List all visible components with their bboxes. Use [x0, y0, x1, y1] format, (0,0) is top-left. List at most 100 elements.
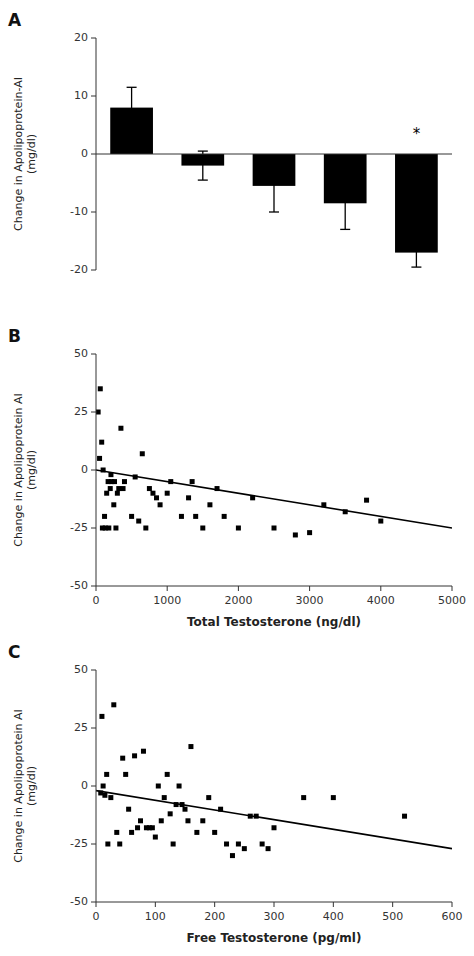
- scatter-point: [200, 526, 205, 531]
- y-axis-label: Change in Apolipoprotein-AI(mg/dl): [12, 77, 38, 231]
- y-axis-label-line: Change in Apolipoprotein AI: [12, 709, 25, 863]
- scatter-point: [242, 846, 247, 851]
- plot-area: [110, 87, 438, 267]
- scatter-point: [224, 842, 229, 847]
- plot-area: [96, 702, 452, 858]
- scatter-point: [103, 526, 108, 531]
- y-tick-label: 25: [74, 405, 88, 418]
- scatter-point: [159, 818, 164, 823]
- x-tick-label: 0: [93, 594, 100, 607]
- error-bar: [127, 87, 137, 128]
- y-axis-label: Change in Apolipoprotein AI(mg/dl): [12, 393, 38, 547]
- scatter-point: [293, 532, 298, 537]
- scatter-point: [118, 426, 123, 431]
- scatter-point: [183, 807, 188, 812]
- y-axis-label-line: Change in Apolipoprotein AI: [12, 393, 25, 547]
- scatter-point: [143, 526, 148, 531]
- y-tick-label: 0: [81, 463, 88, 476]
- scatter-point: [96, 410, 101, 415]
- scatter-point: [156, 784, 161, 789]
- error-bar-stem: [416, 238, 417, 267]
- error-bar: [411, 238, 421, 267]
- scatter-point: [162, 795, 167, 800]
- scatter-point: [206, 795, 211, 800]
- y-axis-label-line: (mg/dl): [25, 766, 38, 806]
- scatter-point: [108, 795, 113, 800]
- error-bar-cap: [269, 159, 279, 160]
- scatter-point: [200, 818, 205, 823]
- zero-line: [96, 154, 452, 155]
- y-axis-label-line: (mg/dl): [25, 450, 38, 490]
- x-tick: [96, 902, 97, 907]
- error-bar: [269, 160, 279, 212]
- error-bar-cap: [198, 150, 208, 151]
- error-bar-cap: [411, 266, 421, 267]
- y-tick-label: -50: [70, 895, 88, 908]
- y-axis-label: Change in Apolipoprotein AI(mg/dl): [12, 709, 38, 863]
- scatter-point: [154, 495, 159, 500]
- scatter-point: [222, 514, 227, 519]
- x-tick: [155, 902, 156, 907]
- y-tick: [91, 586, 96, 587]
- scatter-point: [111, 502, 116, 507]
- fit-line: [96, 791, 452, 849]
- y-tick-label: 20: [74, 31, 88, 44]
- x-tick: [167, 586, 168, 591]
- y-tick-label: -10: [70, 205, 88, 218]
- scatter-point: [120, 756, 125, 761]
- y-tick-label: -50: [70, 579, 88, 592]
- scatter-point: [190, 479, 195, 484]
- scatter-point: [111, 702, 116, 707]
- x-axis-label: Total Testosterone (ng/dl): [187, 615, 361, 629]
- scatter-point: [272, 825, 277, 830]
- y-tick: [91, 786, 96, 787]
- x-tick-label: 5000: [438, 594, 466, 607]
- panel-label: C: [8, 642, 20, 662]
- scatter-point: [126, 807, 131, 812]
- error-bar: [198, 151, 208, 180]
- scatter-point: [108, 486, 113, 491]
- scatter-point: [122, 479, 127, 484]
- scatter-point: [129, 830, 134, 835]
- scatter-point: [165, 491, 170, 496]
- scatter-point: [272, 526, 277, 531]
- scatter-point: [116, 486, 121, 491]
- y-tick-label: -25: [70, 521, 88, 534]
- x-tick-label: 300: [264, 910, 285, 923]
- y-tick: [91, 902, 96, 903]
- x-tick-label: 1000: [153, 594, 181, 607]
- y-tick-label: -20: [70, 263, 88, 276]
- y-tick-label: 25: [74, 721, 88, 734]
- scatter-point: [207, 502, 212, 507]
- scatter-point: [115, 491, 120, 496]
- annotation: *: [413, 125, 421, 143]
- x-tick: [452, 902, 453, 907]
- scatter-point: [102, 514, 107, 519]
- scatter-point: [307, 530, 312, 535]
- scatter-point: [266, 846, 271, 851]
- x-tick: [238, 586, 239, 591]
- scatter-point: [194, 830, 199, 835]
- x-tick-label: 3000: [296, 594, 324, 607]
- x-tick-label: 0: [93, 910, 100, 923]
- scatter-point: [236, 526, 241, 531]
- error-bar-stem: [345, 177, 346, 229]
- scatter-point: [105, 842, 110, 847]
- scatter-point: [402, 814, 407, 819]
- scatter-point: [260, 842, 265, 847]
- error-bar-cap: [127, 127, 137, 128]
- scatter-point: [141, 749, 146, 754]
- scatter-point: [177, 784, 182, 789]
- scatter-point: [158, 502, 163, 507]
- y-tick: [91, 528, 96, 529]
- scatter-point: [101, 784, 106, 789]
- y-tick: [91, 844, 96, 845]
- x-tick-label: 4000: [367, 594, 395, 607]
- y-tick-label: 50: [74, 347, 88, 360]
- bar: [395, 154, 438, 253]
- scatter-point: [117, 842, 122, 847]
- scatter-point: [193, 514, 198, 519]
- error-bar-cap: [340, 229, 350, 230]
- y-tick: [91, 728, 96, 729]
- scatter-point: [179, 514, 184, 519]
